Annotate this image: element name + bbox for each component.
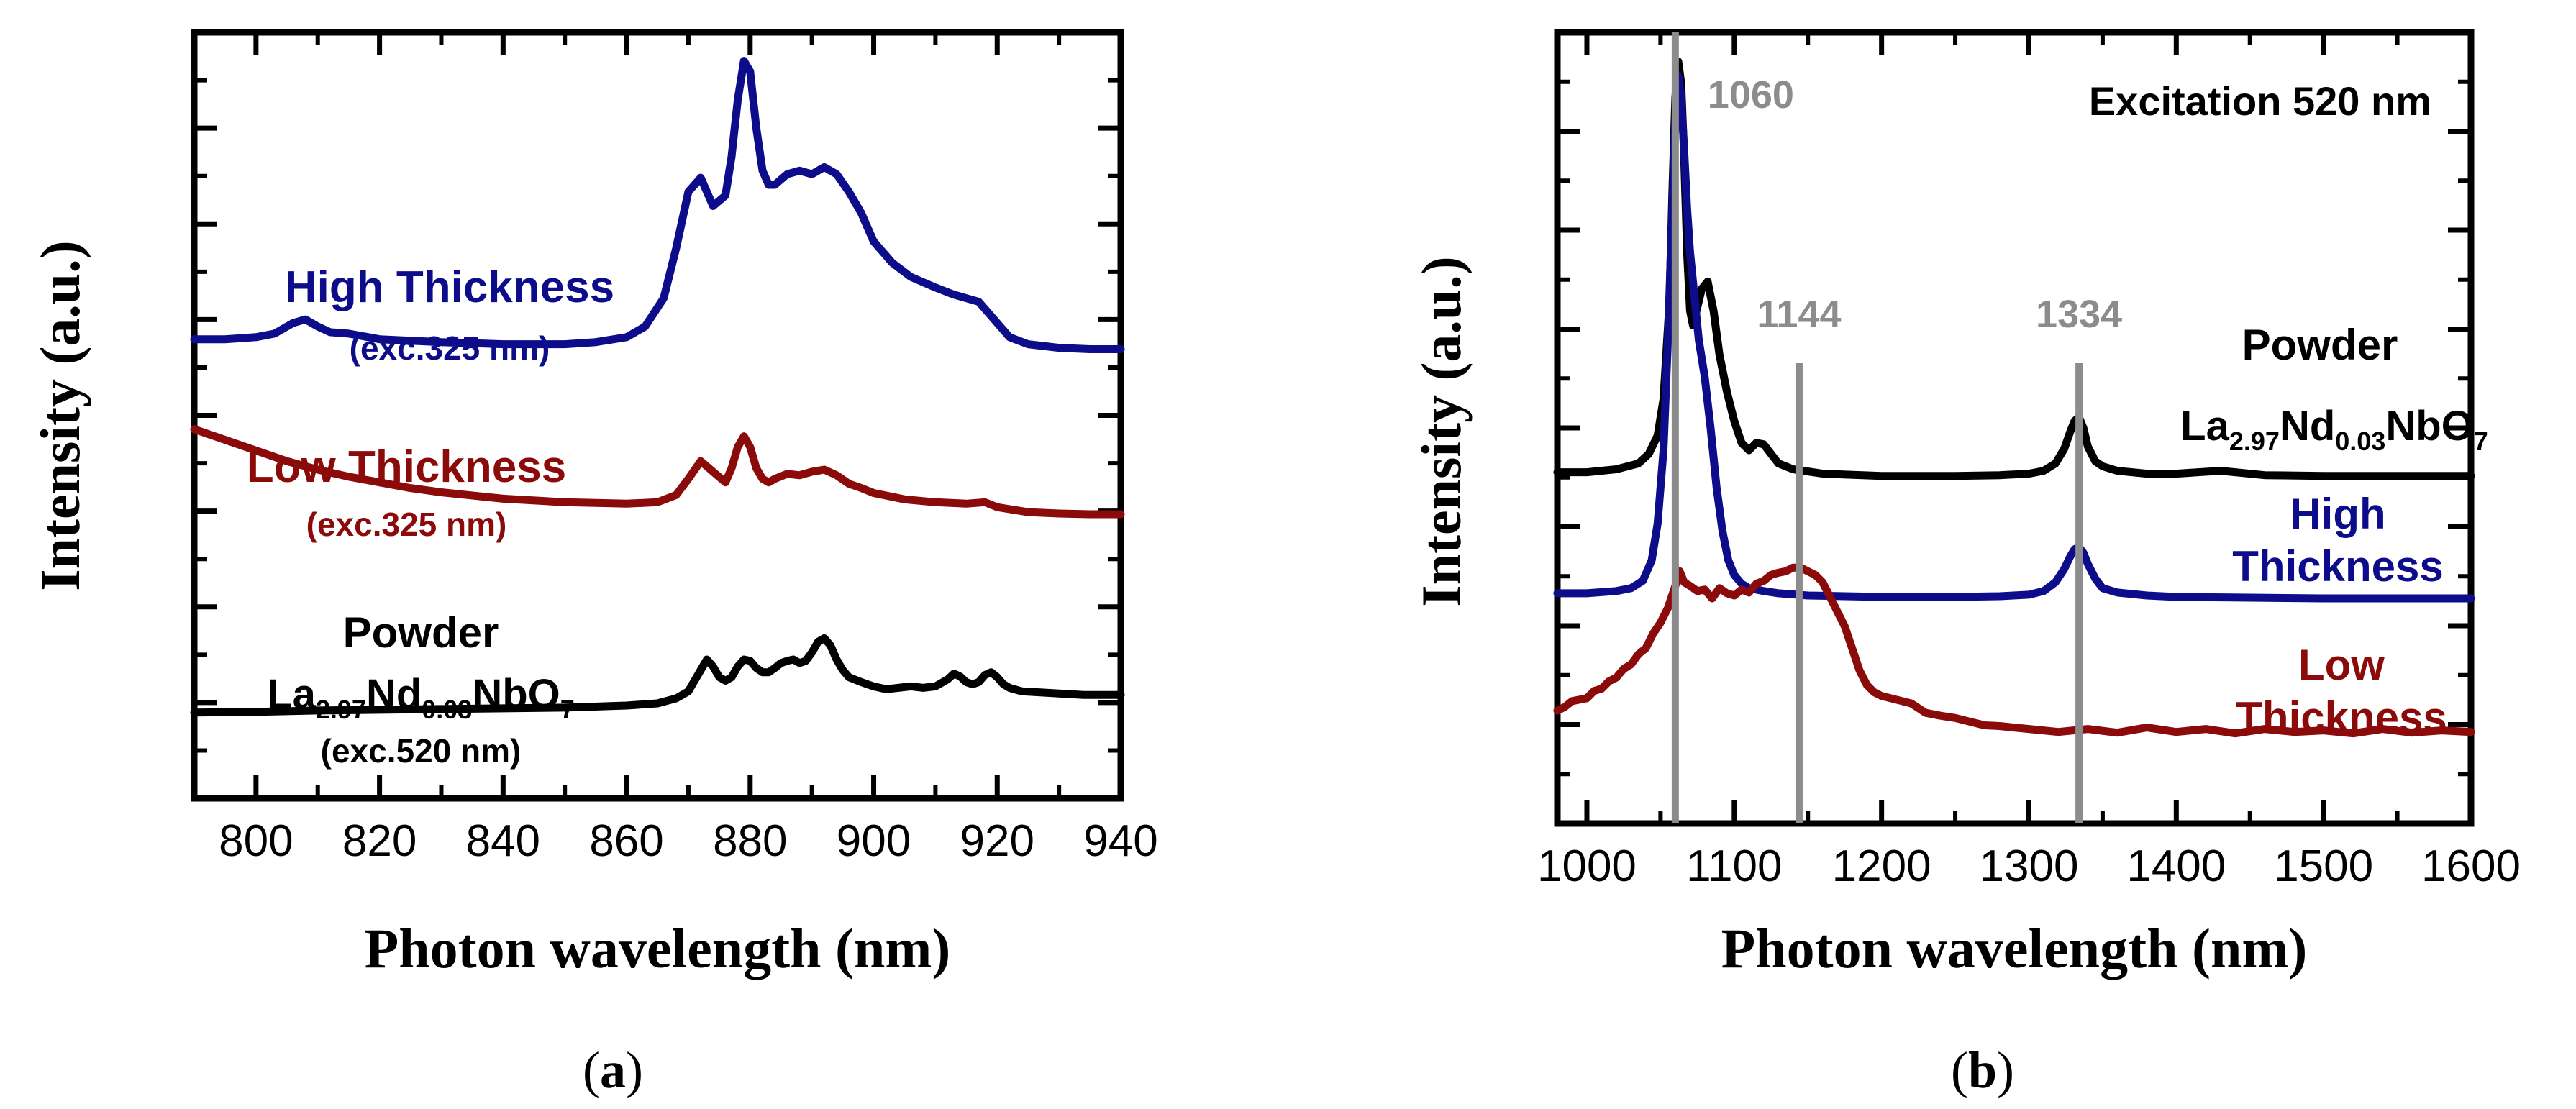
b-high-line1: High bbox=[2290, 490, 2385, 538]
b-xtick-label: 1600 bbox=[2421, 841, 2521, 891]
a-xtick-label: 920 bbox=[960, 816, 1034, 866]
b-y-axis-title: Intensity (a.u.) bbox=[1410, 256, 1473, 607]
b-formula-la-sub: 2.97 bbox=[2229, 426, 2280, 456]
b-xtick-label: 1000 bbox=[1537, 841, 1637, 891]
a-y-axis-title: Intensity (a.u.) bbox=[29, 240, 91, 591]
b-xtick-label: 1300 bbox=[1980, 841, 2079, 891]
panel-b-ticks: 1000 1100 1200 1300 1400 1500 1600 bbox=[1537, 32, 2521, 891]
a-panel-letter: a bbox=[600, 1041, 626, 1099]
a-formula-nd: Nd bbox=[366, 671, 422, 718]
a-low-exc: (exc.325 nm) bbox=[306, 506, 507, 543]
b-chart-title: Excitation 520 nm bbox=[2089, 78, 2431, 124]
b-x-axis-title: Photon wavelength (nm) bbox=[1721, 917, 2308, 980]
a-formula-o-sub: 7 bbox=[560, 695, 575, 724]
a-xtick-label: 840 bbox=[466, 816, 540, 866]
panel-b-plot: 1000 1100 1200 1300 1400 1500 1600 1060 1144 133… bbox=[1410, 29, 2521, 1099]
b-low-line2: Thickness bbox=[2236, 693, 2447, 741]
b-xtick-label: 1200 bbox=[1832, 841, 1931, 891]
a-formula-la: La bbox=[267, 671, 316, 718]
panel-a-ticks: 800 820 840 860 880 900 920 940 bbox=[194, 32, 1158, 866]
b-series-high-thickness bbox=[1553, 72, 2475, 603]
a-series-low-thickness bbox=[190, 425, 1125, 519]
b-xtick-label: 1400 bbox=[2126, 841, 2226, 891]
b-low-line1: Low bbox=[2298, 641, 2385, 689]
a-panel-label: (a) bbox=[583, 1041, 643, 1099]
a-powder-title-text: Powder bbox=[343, 608, 499, 657]
a-series-high-thickness bbox=[190, 57, 1125, 353]
a-xtick-label: 800 bbox=[219, 816, 293, 866]
a-xtick-label: 820 bbox=[342, 816, 417, 866]
b-panel-letter: b bbox=[1968, 1041, 1997, 1099]
a-xtick-label: 940 bbox=[1083, 816, 1157, 866]
a-powder-exc: (exc.520 nm) bbox=[321, 732, 522, 770]
b-formula-nd: Nd bbox=[2280, 403, 2335, 449]
panel-b-reference-lines: 1060 1144 1334 bbox=[1671, 32, 2122, 823]
a-xtick-label: 900 bbox=[837, 816, 911, 866]
b-powder-formula: La2.97Nd0.03NbO7 bbox=[2180, 403, 2488, 456]
b-xtick-label: 1500 bbox=[2274, 841, 2373, 891]
a-powder-formula: La2.97Nd0.03NbO7 bbox=[267, 671, 575, 724]
b-ref-label-1334: 1334 bbox=[2036, 293, 2122, 336]
a-powder-title: Powder bbox=[343, 608, 499, 657]
b-formula-la: La bbox=[2180, 403, 2229, 449]
b-high-line2: Thickness bbox=[2232, 542, 2443, 590]
b-ref-label-1060: 1060 bbox=[1708, 73, 1794, 117]
a-x-axis-title: Photon wavelength (nm) bbox=[365, 917, 951, 980]
b-panel-label: (b) bbox=[1951, 1041, 2014, 1099]
a-high-title: High Thickness bbox=[285, 263, 614, 312]
a-formula-nbo: NbO bbox=[472, 671, 560, 718]
b-powder-title: Powder bbox=[2242, 321, 2398, 369]
a-formula-la-sub: 2.97 bbox=[316, 695, 366, 724]
panel-a-plot: 800 820 840 860 880 900 920 940 High Thickness … bbox=[29, 29, 1158, 1099]
b-formula-o-sub: 7 bbox=[2474, 426, 2488, 456]
a-series-powder-la2-97nd0-03nbo7 bbox=[190, 634, 1125, 717]
a-high-exc: (exc.325 nm) bbox=[350, 329, 550, 367]
b-formula-nd-sub: 0.03 bbox=[2335, 426, 2385, 456]
panel-a-series bbox=[190, 57, 1125, 717]
b-xtick-label: 1100 bbox=[1686, 841, 1782, 891]
b-series-low-thickness bbox=[1553, 563, 2475, 738]
b-ref-label-1144: 1144 bbox=[1757, 293, 1841, 336]
panel-b-series bbox=[1553, 57, 2475, 738]
a-formula-nd-sub: 0.03 bbox=[422, 695, 472, 724]
a-xtick-label: 880 bbox=[713, 816, 787, 866]
a-low-title: Low Thickness bbox=[247, 442, 566, 492]
a-xtick-label: 860 bbox=[589, 816, 663, 866]
b-formula-nbo: NbO bbox=[2385, 403, 2473, 449]
